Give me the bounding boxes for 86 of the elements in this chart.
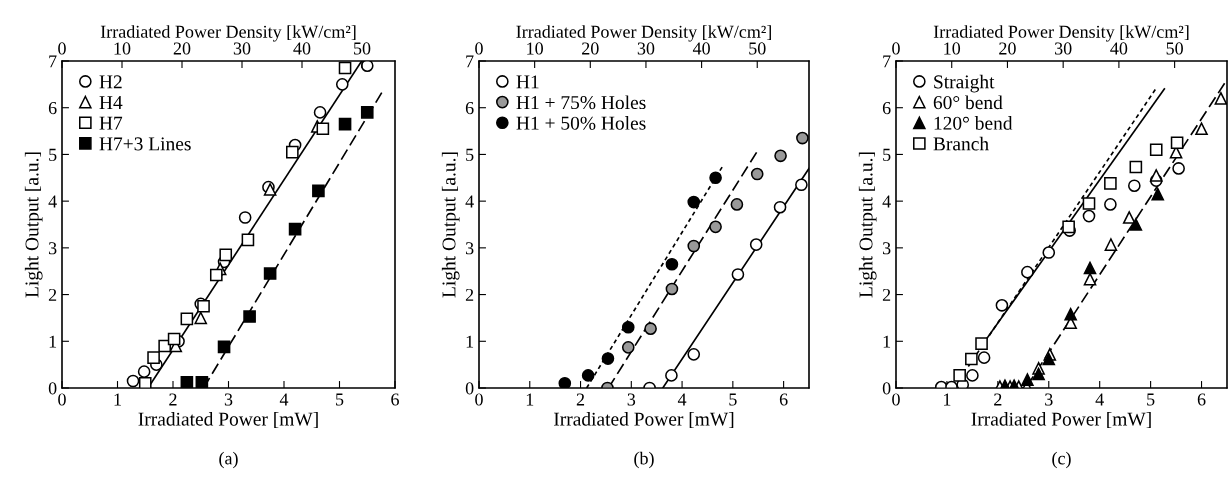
legend-label: H7 — [99, 116, 123, 130]
x2-tick-label: 30 — [637, 42, 655, 55]
y-tick-label: 4 — [882, 195, 891, 208]
x-tick-label: 2 — [576, 393, 585, 406]
x-axis-title: Irradiated Power [mW] — [971, 412, 1151, 429]
x2-tick-label: 40 — [692, 42, 710, 55]
x-tick-label: 4 — [279, 393, 289, 406]
legend-label: Branch — [933, 136, 989, 151]
y-tick-label: 3 — [882, 242, 891, 255]
y-tick-label: 6 — [882, 102, 891, 115]
x2-tick-label: 10 — [527, 42, 543, 55]
x-tick-label: 2 — [169, 393, 177, 406]
x2-tick-label: 0 — [58, 42, 66, 55]
legend-label: H1 — [516, 75, 539, 89]
legend-label: H1 + 50% Holes — [516, 116, 646, 130]
legend-label: H2 — [99, 75, 122, 89]
x-tick-label: 0 — [892, 393, 900, 406]
y-tick-label: 6 — [465, 102, 474, 115]
x2-tick-label: 50 — [749, 42, 766, 55]
y-tick-label: 0 — [48, 382, 57, 395]
y-tick-label: 5 — [883, 148, 891, 161]
y-axis-title: Light Output [a.u.] — [858, 152, 877, 298]
y-tick-label: 7 — [883, 55, 891, 68]
x-tick-label: 0 — [475, 393, 483, 406]
x2-tick-label: 30 — [1055, 42, 1072, 55]
x2-tick-label: 50 — [354, 42, 371, 55]
y-axis-title: Light Output [a.u.] — [24, 152, 43, 298]
x2-axis-title: Irradiated Power Density [kW/cm²] — [516, 25, 771, 42]
x2-tick-label: 10 — [944, 42, 961, 55]
y-tick-label: 0 — [465, 382, 474, 395]
y-tick-label: 1 — [883, 335, 891, 348]
y-tick-label: 5 — [466, 148, 474, 161]
y-tick-label: 2 — [882, 288, 891, 301]
x-tick-label: 5 — [1147, 393, 1155, 406]
legend-label: 120° bend — [934, 116, 1013, 130]
x-tick-label: 4 — [1095, 393, 1104, 406]
x-tick-label: 1 — [526, 393, 534, 406]
x-tick-label: 1 — [114, 393, 121, 406]
y-tick-label: 7 — [49, 55, 57, 68]
x2-tick-label: 20 — [582, 42, 599, 55]
legend-label: H4 — [99, 96, 123, 109]
x2-tick-label: 40 — [293, 42, 311, 55]
x2-axis-title: Irradiated Power Density [kW/cm²] — [933, 25, 1189, 42]
y-tick-label: 6 — [48, 102, 57, 115]
x-tick-label: 0 — [58, 393, 66, 406]
x-tick-label: 1 — [944, 393, 951, 406]
x2-tick-label: 20 — [999, 42, 1016, 55]
x-tick-label: 6 — [779, 393, 788, 406]
y-tick-label: 5 — [49, 148, 57, 161]
y-tick-label: 3 — [465, 242, 474, 255]
y-tick-label: 4 — [48, 195, 57, 208]
y-tick-label: 4 — [465, 195, 474, 208]
x-axis-title: Irradiated Power [mW] — [554, 412, 734, 429]
x-tick-label: 3 — [224, 393, 233, 406]
text: (c) — [1052, 451, 1071, 469]
x-tick-label: 3 — [627, 393, 636, 406]
y-tick-label: 3 — [48, 242, 57, 255]
y-axis-title: Light Output [a.u.] — [441, 152, 460, 298]
y-tick-label: 1 — [49, 335, 57, 348]
x-tick-label: 4 — [677, 393, 687, 406]
x2-tick-label: 40 — [1110, 42, 1128, 55]
x-axis-title: Irradiated Power [mW] — [138, 412, 318, 429]
x2-axis-title: Irradiated Power Density [kW/cm²] — [100, 25, 356, 42]
text: (a) — [219, 451, 238, 469]
x2-tick-label: 0 — [892, 42, 900, 55]
x-tick-label: 5 — [336, 393, 344, 406]
x2-tick-label: 0 — [475, 42, 483, 55]
x-tick-label: 3 — [1045, 393, 1053, 406]
y-tick-label: 2 — [465, 288, 474, 301]
legend-label: H1 + 75% Holes — [516, 95, 646, 110]
x-tick-label: 2 — [994, 393, 1002, 406]
y-tick-label: 1 — [466, 335, 474, 348]
text: (b) — [634, 451, 654, 469]
y-tick-label: 7 — [466, 55, 474, 68]
x2-tick-label: 30 — [233, 42, 251, 55]
x-tick-label: 6 — [1197, 393, 1206, 406]
x2-tick-label: 10 — [114, 42, 131, 55]
x-tick-label: 5 — [729, 393, 737, 406]
legend-label: 60° bend — [933, 95, 1003, 110]
y-tick-label: 0 — [882, 382, 891, 395]
x2-tick-label: 50 — [1166, 42, 1183, 55]
x2-tick-label: 20 — [173, 42, 191, 55]
y-tick-label: 2 — [48, 288, 57, 301]
legend-label: H7+3 Lines — [99, 137, 191, 151]
x-tick-label: 6 — [391, 393, 399, 406]
legend-label: Straight — [934, 74, 995, 93]
